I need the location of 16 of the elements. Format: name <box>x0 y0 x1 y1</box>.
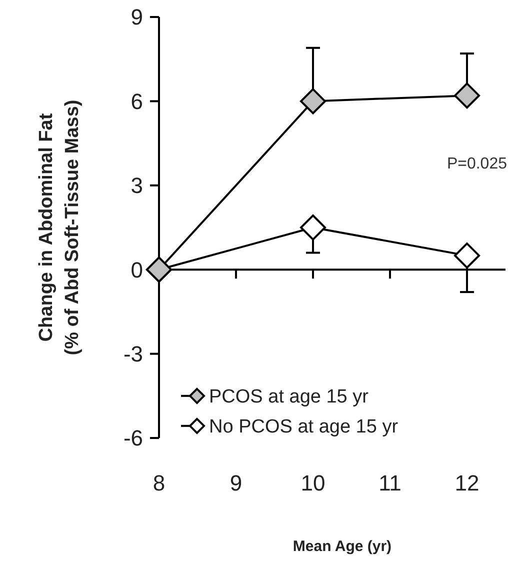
legend-label: No PCOS at age 15 yr <box>209 416 399 438</box>
y-tick-label: 3 <box>130 173 143 198</box>
legend-label: PCOS at age 15 yr <box>209 386 370 408</box>
x-tick-label: 8 <box>152 470 166 496</box>
y-tick-label: 6 <box>130 88 143 114</box>
y-axis-title: Change in Abdominal Fat (% of Abd Soft-Tissue Mass) <box>36 100 83 356</box>
y-tick-label: -3 <box>123 342 143 366</box>
x-tick-label: 10 <box>300 470 326 496</box>
y-tick-label: 9 <box>130 4 143 30</box>
x-tick-label: 12 <box>454 470 480 496</box>
x-tick-label: 11 <box>378 470 402 496</box>
x-tick-label: 9 <box>230 470 242 496</box>
y-tick-label: -6 <box>123 426 143 451</box>
y-tick-label: 0 <box>130 257 143 282</box>
annotation: P=0.025 <box>446 156 508 173</box>
x-axis-title: Mean Age (yr) <box>292 538 392 555</box>
